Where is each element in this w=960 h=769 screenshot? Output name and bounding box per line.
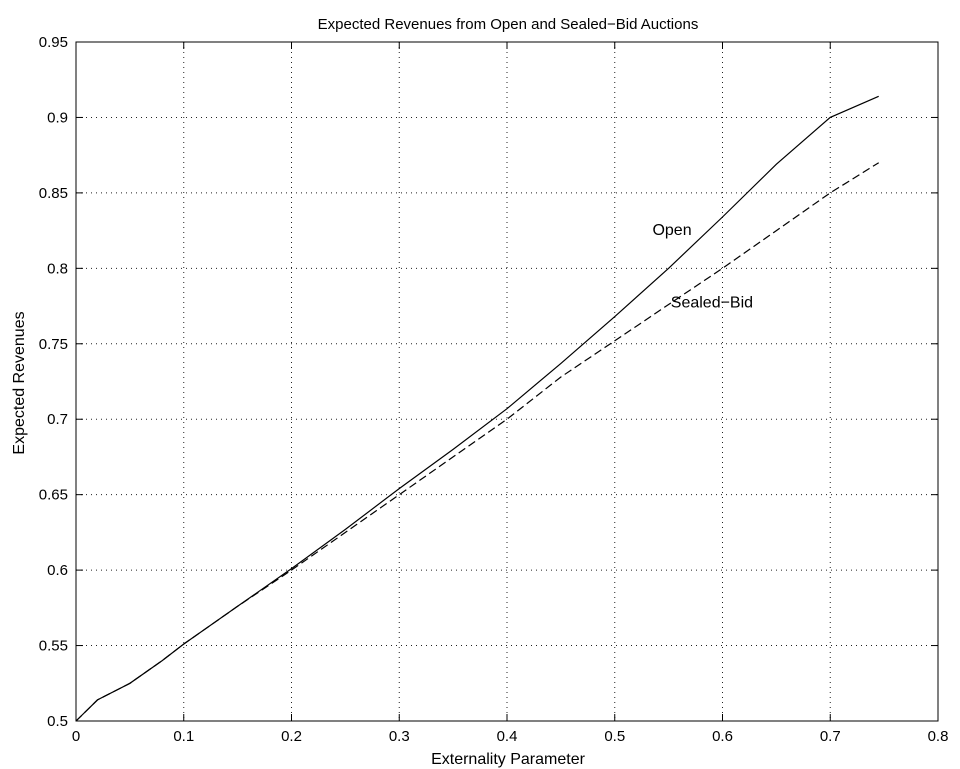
y-tick-label: 0.65 <box>39 487 68 504</box>
series-line-sealed-bid <box>75 162 880 722</box>
y-tick-label: 0.7 <box>47 411 68 428</box>
series-annotation: Open <box>652 222 691 239</box>
y-tick-label: 0.55 <box>39 638 68 655</box>
y-tick-label: 0.8 <box>47 260 68 277</box>
series-annotation: Sealed−Bid <box>671 295 753 312</box>
x-tick-label: 0.6 <box>712 728 733 745</box>
y-tick-label: 0.5 <box>47 713 68 730</box>
x-tick-label: 0.8 <box>928 728 949 745</box>
chart-title: Expected Revenues from Open and Sealed−B… <box>318 16 699 33</box>
annotations: Open Sealed−Bid <box>652 222 753 311</box>
x-tick-label: 0.3 <box>389 728 410 745</box>
grid <box>76 42 938 721</box>
plot-frame <box>75 41 939 722</box>
series-group <box>75 95 880 722</box>
y-axis-title: Expected Revenues <box>11 311 28 454</box>
y-axis: 0.5 0.55 0.6 0.65 0.7 0.75 0.8 0.85 0.9 0.95 <box>39 34 938 730</box>
x-axis: 0 0.1 0.2 0.3 0.4 0.5 0.6 0.7 0.8 <box>72 42 949 745</box>
x-tick-label: 0 <box>72 728 80 745</box>
x-tick-label: 0.7 <box>820 728 841 745</box>
y-tick-label: 0.9 <box>47 109 68 126</box>
y-tick-label: 0.75 <box>39 336 68 353</box>
x-tick-label: 0.1 <box>173 728 194 745</box>
series-line-open <box>75 95 879 722</box>
axes-box <box>75 41 939 722</box>
x-tick-label: 0.2 <box>281 728 302 745</box>
x-axis-title: Externality Parameter <box>431 751 586 768</box>
x-tick-label: 0.4 <box>497 728 518 745</box>
y-tick-label: 0.6 <box>47 562 68 579</box>
y-tick-label: 0.85 <box>39 185 68 202</box>
y-tick-label: 0.95 <box>39 34 68 51</box>
x-tick-label: 0.5 <box>604 728 625 745</box>
